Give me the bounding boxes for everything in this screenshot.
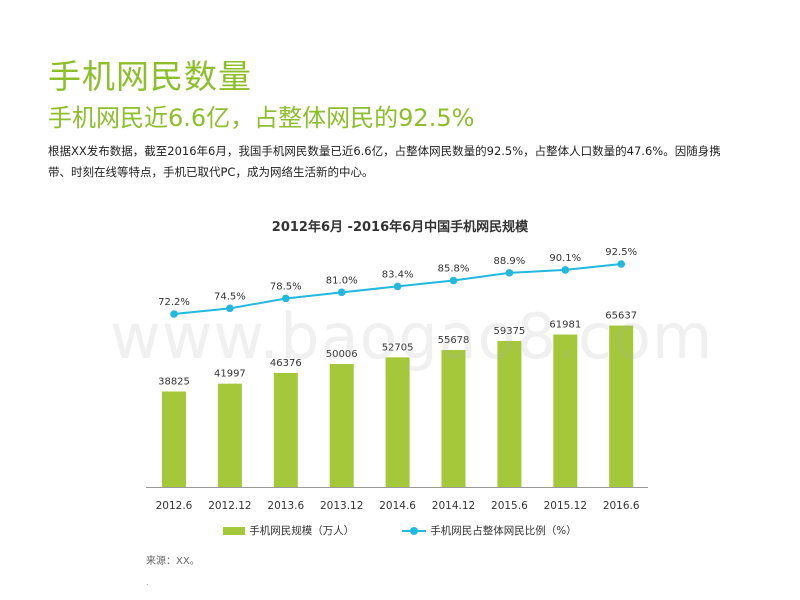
ratio-label-2012.6: 72.2% [158,297,190,308]
body-paragraph: 根据XX发布数据，截至2016年6月，我国手机网民数量已近6.6亿，占整体网民数… [48,144,721,179]
bar-2015.6 [497,340,522,487]
legend-bar-label: 手机网民规模（万人） [249,525,355,537]
ratio-label-2013.6: 78.5% [270,281,302,292]
watermark-text: www.baogao8.com [110,300,714,373]
bar-2015.12 [553,334,578,487]
bar-label-2012.12: 41997 [214,369,246,380]
slide-title: 手机网民数量 [48,57,252,96]
ratio-label-2016.6: 92.5% [605,247,637,258]
ratio-label-2013.12: 81.0% [326,275,358,286]
bar-label-2013.12: 50006 [326,349,358,360]
ratio-label-2014.6: 83.4% [382,269,414,280]
source-note: 来源：XX。 [146,556,200,567]
ratio-point-2013.12 [337,288,346,297]
x-tick-label-2015.6: 2015.6 [491,500,528,512]
footer-dot: . [146,578,149,587]
ratio-point-2013.6 [282,294,290,303]
legend-line-swatch [402,526,427,535]
ratio-point-2012.12 [226,304,234,313]
bar-label-2015.6: 59375 [493,326,525,337]
legend-bar-swatch [223,526,246,535]
ratio-label-2014.12: 85.8% [438,264,470,275]
bar-2014.12 [441,350,466,487]
bar-2013.12 [329,363,354,487]
bar-2012.6 [162,391,186,487]
ratio-label-2012.12: 74.5% [214,291,246,302]
chart-title: 2012年6月 -2016年6月中国手机网民规模 [271,220,529,235]
ratio-point-2014.6 [393,282,402,291]
ratio-point-2016.6 [617,260,625,268]
x-tick-label-2012.12: 2012.12 [208,500,251,512]
bar-2014.6 [385,357,410,487]
ratio-point-2014.12 [449,276,458,285]
ratio-point-2015.6 [505,269,514,277]
bar-label-2014.12: 55678 [438,335,470,346]
legend-item-line: 手机网民占整体网民比例（%） [402,523,577,538]
bar-2013.6 [273,372,298,487]
legend-item-bars: 手机网民规模（万人） [223,523,354,538]
bar-2016.6 [609,325,634,487]
bar-label-2012.6: 38825 [158,376,190,387]
bar-2012.12 [217,383,242,487]
bar-label-2014.6: 52705 [382,342,414,353]
slide-subtitle: 手机网民近6.6亿，占整体网民的92.5% [48,104,475,132]
ratio-point-2015.12 [561,266,570,274]
bar-label-2013.6: 46376 [270,358,302,369]
chart-legend: 手机网民规模（万人） 手机网民占整体网民比例（%） [0,523,800,538]
bar-label-2016.6: 65637 [605,311,637,322]
x-tick-label-2015.12: 2015.12 [544,500,587,512]
legend-line-label: 手机网民占整体网民比例（%） [430,525,577,537]
x-tick-label-2014.6: 2014.6 [379,500,416,512]
x-tick-label-2012.6: 2012.6 [156,500,193,512]
x-tick-label-2014.12: 2014.12 [432,500,475,512]
ratio-point-2012.6 [170,310,178,318]
bar-label-2015.12: 61981 [549,320,581,331]
x-tick-label-2013.12: 2013.12 [320,500,363,512]
x-tick-label-2013.6: 2013.6 [267,500,304,512]
ratio-label-2015.6: 88.9% [494,256,526,267]
x-tick-label-2016.6: 2016.6 [603,500,640,512]
ratio-label-2015.12: 90.1% [549,253,581,264]
